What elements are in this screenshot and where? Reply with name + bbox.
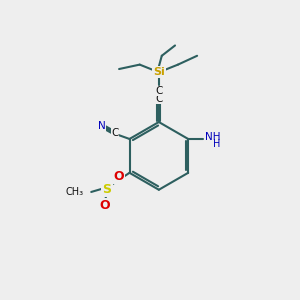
Text: C: C	[111, 128, 118, 138]
Text: N: N	[98, 121, 105, 131]
Text: O: O	[100, 199, 110, 212]
Text: O: O	[114, 170, 124, 183]
Text: H: H	[213, 139, 220, 149]
Text: NH: NH	[205, 132, 220, 142]
Text: C: C	[155, 85, 163, 95]
Text: Si: Si	[153, 67, 165, 77]
Text: C: C	[155, 94, 163, 104]
Text: CH₃: CH₃	[66, 187, 84, 197]
Text: S: S	[102, 182, 111, 196]
